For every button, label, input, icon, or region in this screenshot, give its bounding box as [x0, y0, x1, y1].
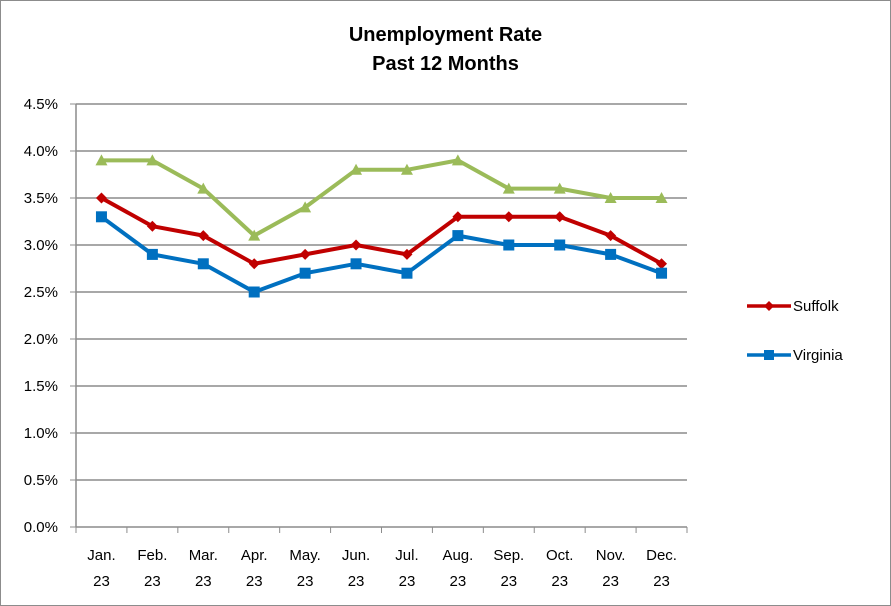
series-line-2 — [99, 214, 664, 294]
x-tick-label: 23 — [297, 573, 314, 590]
data-point-marker — [400, 163, 413, 175]
data-point-marker — [146, 248, 158, 260]
x-tick-label: 23 — [500, 573, 517, 590]
x-tick-label: 23 — [246, 573, 263, 590]
x-tick-label: 23 — [399, 573, 416, 590]
x-tick-label: May. — [289, 547, 320, 564]
x-tick-label: Apr. — [241, 547, 268, 564]
legend-label-virginia: Virginia — [793, 346, 843, 364]
chart-title-line2: Past 12 Months — [372, 53, 519, 75]
legend-item-virginia: Virginia — [747, 340, 882, 370]
data-point-marker — [503, 211, 515, 223]
data-point-marker — [605, 248, 617, 260]
x-tick-label: 23 — [144, 573, 161, 590]
data-point-marker — [299, 201, 312, 213]
data-point-marker — [350, 258, 362, 270]
legend-label-suffolk: Suffolk — [793, 297, 839, 315]
x-tick-label: Jul. — [395, 547, 418, 564]
data-point-marker — [350, 239, 362, 251]
data-point-marker — [656, 267, 668, 279]
chart-title: Unemployment Rate Past 12 Months — [1, 21, 890, 79]
x-tick-label: Oct. — [546, 547, 574, 564]
data-point-marker — [350, 163, 363, 175]
data-point-marker — [656, 258, 668, 270]
x-tick-label: Dec. — [646, 547, 677, 564]
x-tick-label: Jan. — [87, 547, 115, 564]
legend: Suffolk Virginia — [747, 291, 882, 389]
data-point-marker — [248, 229, 261, 241]
data-point-marker — [502, 182, 515, 194]
data-point-marker — [655, 192, 668, 203]
x-tick-label: Aug. — [442, 547, 473, 564]
data-point-marker — [248, 258, 260, 270]
data-point-marker — [95, 211, 107, 223]
x-tick-label: 23 — [450, 573, 467, 590]
y-tick-label: 1.0% — [24, 425, 58, 442]
data-point-marker — [197, 230, 209, 242]
data-point-marker — [451, 154, 464, 166]
data-point-marker — [197, 182, 210, 194]
x-tick-label: Feb. — [137, 547, 167, 564]
data-point-marker — [299, 248, 311, 260]
data-point-marker — [401, 248, 413, 260]
y-tick-label: 2.0% — [24, 331, 58, 348]
data-point-marker — [503, 239, 515, 251]
series-line-1 — [99, 196, 664, 266]
data-point-marker — [146, 154, 159, 166]
y-tick-label: 0.0% — [24, 519, 58, 536]
y-tick-label: 0.5% — [24, 472, 58, 489]
data-point-marker — [248, 286, 260, 298]
x-tick-label: Jun. — [342, 547, 370, 564]
x-tick-label: Nov. — [596, 547, 626, 564]
y-tick-label: 2.5% — [24, 284, 58, 301]
data-point-marker — [452, 211, 464, 223]
series-line-0 — [99, 158, 664, 238]
data-point-marker — [401, 267, 413, 279]
y-tick-label: 4.0% — [24, 143, 58, 160]
data-point-marker — [605, 230, 617, 242]
data-point-marker — [554, 211, 566, 223]
x-tick-label: 23 — [348, 573, 365, 590]
data-point-marker — [197, 258, 209, 270]
data-point-marker — [554, 239, 566, 251]
data-point-marker — [95, 192, 107, 204]
y-tick-label: 4.5% — [24, 96, 58, 113]
data-point-marker — [604, 192, 617, 203]
x-tick-label: 23 — [93, 573, 110, 590]
x-tick-label: 23 — [653, 573, 670, 590]
legend-swatch-suffolk — [747, 301, 791, 311]
data-point-marker — [452, 230, 464, 242]
data-point-marker — [299, 267, 311, 279]
x-tick-label: Sep. — [493, 547, 524, 564]
legend-item-suffolk: Suffolk — [747, 291, 882, 321]
x-tick-label: 23 — [195, 573, 212, 590]
x-tick-label: 23 — [551, 573, 568, 590]
y-tick-label: 3.0% — [24, 237, 58, 254]
data-point-marker — [146, 220, 158, 232]
y-tick-label: 3.5% — [24, 190, 58, 207]
x-tick-label: Mar. — [189, 547, 218, 564]
chart-title-line1: Unemployment Rate — [348, 24, 543, 46]
legend-swatch-virginia — [747, 350, 791, 360]
x-tick-label: 23 — [602, 573, 619, 590]
y-tick-label: 1.5% — [24, 378, 58, 395]
data-point-marker — [95, 154, 108, 166]
data-point-marker — [553, 182, 566, 194]
